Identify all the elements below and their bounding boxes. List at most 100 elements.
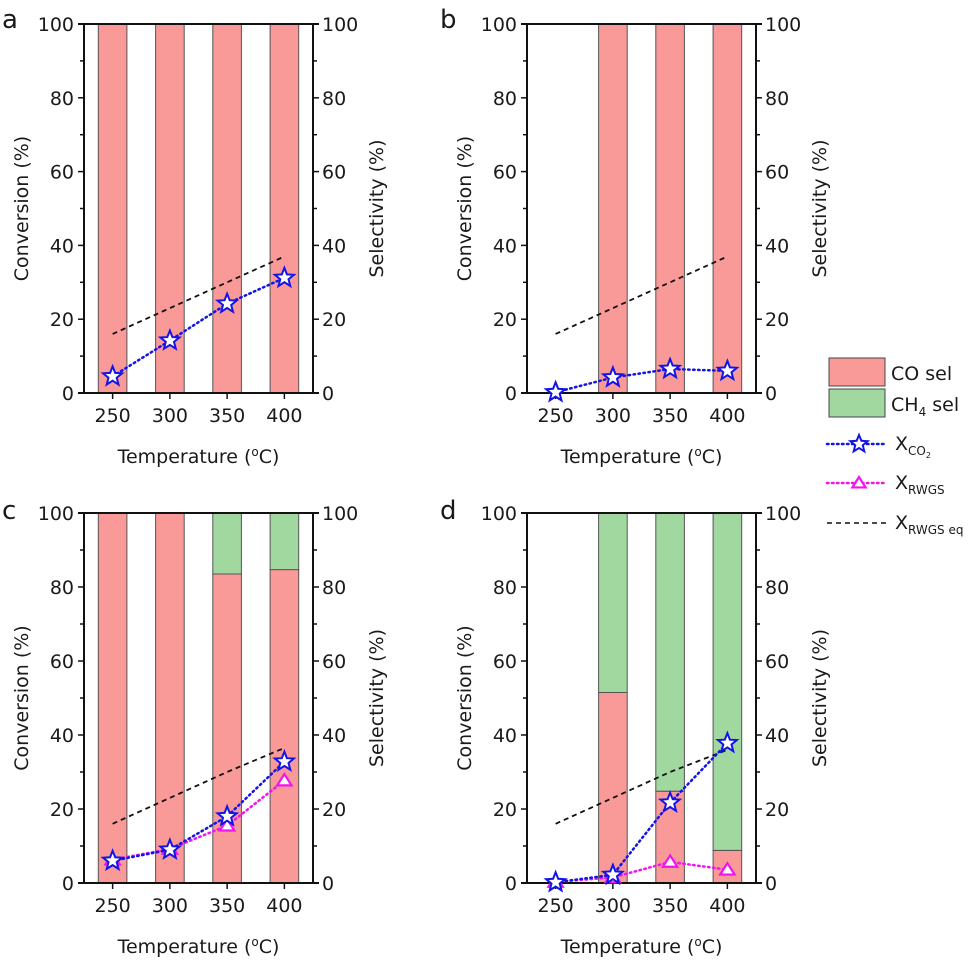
x-tick-label: 250	[94, 895, 130, 917]
bar-co-sel	[269, 569, 300, 884]
marker-x-co2	[543, 869, 568, 893]
y-tick-label-left: 100	[481, 503, 517, 525]
bar-ch4-sel	[269, 512, 300, 571]
x-tick-label: 350	[652, 405, 688, 427]
legend-label-x-rwgs-sub: RWGS	[908, 483, 945, 497]
x-tick-label: 350	[652, 895, 688, 917]
y-tick-label-right: 20	[322, 799, 346, 821]
bars	[598, 512, 743, 884]
y-tick-label-right: 100	[322, 14, 358, 36]
y-axis-title-left: Conversion (%)	[11, 136, 33, 281]
line-x-rwgs-eq	[112, 747, 285, 825]
x-axis-title-main: Temperature (	[117, 446, 252, 468]
legend-label-ch4-tail: sel	[926, 394, 959, 416]
y-tick-label-right: 40	[322, 235, 346, 257]
marker-x-co2	[272, 265, 297, 289]
line-x-rwgs-eq	[555, 255, 728, 335]
line-x-co2	[111, 276, 286, 378]
x-tick-label: 300	[152, 405, 188, 427]
legend-marker-triangle-icon	[850, 475, 868, 489]
y-tick-label-left: 20	[50, 309, 74, 331]
y-tick-label-left: 40	[50, 725, 74, 747]
marker-x-co2	[100, 848, 125, 872]
bar-ch4-sel	[655, 512, 685, 792]
panel-d: d 0 0 20 20 40 40 60 60 80 80 100 100 250 300 350 400 Tem…	[440, 496, 831, 958]
legend-swatch-co-sel	[828, 357, 886, 387]
x-tick-label: 300	[152, 895, 188, 917]
x-tick-label: 400	[709, 405, 745, 427]
y-tick-label-left: 60	[50, 162, 74, 184]
y-tick-label-left: 40	[50, 235, 74, 257]
x-axis-title-end: C)	[702, 936, 723, 958]
marker-x-co2	[272, 748, 297, 772]
legend-label-x-rwgs: XRWGS	[895, 472, 945, 497]
marker-x-rwgs	[217, 817, 237, 832]
y-tick-label-right: 100	[765, 14, 801, 36]
marker-x-co2	[600, 364, 626, 388]
y-tick-label-left: 40	[493, 725, 517, 747]
y-axis-title-right: Selectivity (%)	[366, 629, 388, 767]
y-tick-label-left: 40	[493, 235, 517, 257]
y-tick-label-left: 60	[493, 651, 517, 673]
bar-co-sel	[712, 23, 743, 394]
x-axis-title-main: Temperature (	[117, 936, 252, 958]
marker-x-co2	[157, 836, 183, 861]
y-tick-label-left: 0	[62, 383, 74, 405]
x-tick-label: 250	[94, 405, 130, 427]
line-x-co2	[554, 741, 729, 884]
line-x-rwgs-eq	[555, 748, 728, 825]
y-axis-title-left: Conversion (%)	[454, 136, 476, 281]
bar-ch4-sel	[212, 512, 242, 575]
x-axis-title: Temperature (oC)	[560, 935, 723, 958]
y-tick-label-right: 20	[765, 309, 789, 331]
bar-ch4-sel	[712, 512, 743, 851]
bars	[97, 512, 300, 884]
y-axis-title-right: Selectivity (%)	[809, 629, 831, 767]
x-tick-label: 400	[266, 895, 302, 917]
legend-label-x-rwgs-eq-main: X	[895, 512, 908, 534]
y-tick-label-right: 40	[765, 235, 789, 257]
legend-marker-star-icon	[847, 432, 871, 454]
x-axis-title-end: C)	[259, 446, 280, 468]
marker-x-co2	[715, 730, 740, 754]
y-tick-label-left: 80	[50, 577, 74, 599]
legend-label-x-rwgs-eq-sub: RWGS eq	[908, 523, 963, 537]
legend-label-x-co2: XCO2	[895, 433, 931, 460]
y-tick-label-left: 60	[493, 162, 517, 184]
x-axis-title-end: C)	[259, 936, 280, 958]
x-tick-label: 250	[537, 405, 573, 427]
legend-label-x-rwgs-main: X	[895, 472, 908, 494]
y-tick-label-right: 80	[322, 88, 346, 110]
x-tick-label: 250	[537, 895, 573, 917]
marker-x-rwgs	[660, 853, 680, 868]
bar-co-sel	[598, 692, 628, 884]
y-tick-label-right: 80	[765, 88, 789, 110]
y-tick-label-left: 20	[493, 799, 517, 821]
y-tick-label-left: 20	[493, 309, 517, 331]
panel-c: c 0 0 20 20 40 40 60 60 80 80 100 100 250 300 350 400 Tem…	[2, 496, 388, 958]
x-tick-label: 350	[209, 895, 245, 917]
y-tick-label-right: 60	[765, 651, 789, 673]
marker-x-co2	[657, 356, 683, 380]
legend-label-ch4-sel: CH4 sel	[891, 394, 959, 419]
y-tick-label-left: 80	[493, 88, 517, 110]
line-x-rwgs	[111, 779, 286, 861]
x-tick-label: 300	[595, 405, 631, 427]
x-tick-label: 400	[709, 895, 745, 917]
x-tick-label: 300	[595, 895, 631, 917]
bar-co-sel	[212, 573, 242, 884]
y-tick-label-left: 0	[505, 383, 517, 405]
bar-co-sel	[269, 23, 300, 394]
y-tick-label-left: 20	[50, 799, 74, 821]
bar-co-sel	[97, 512, 128, 884]
bar-co-sel	[155, 512, 185, 884]
y-tick-label-left: 0	[62, 873, 74, 895]
marker-x-co2	[715, 358, 740, 382]
x-axis-title-sup: o	[251, 935, 258, 949]
y-tick-label-left: 100	[38, 503, 74, 525]
y-tick-label-right: 100	[322, 503, 358, 525]
y-tick-label-right: 100	[765, 503, 801, 525]
line-x-rwgs-eq	[112, 255, 285, 335]
